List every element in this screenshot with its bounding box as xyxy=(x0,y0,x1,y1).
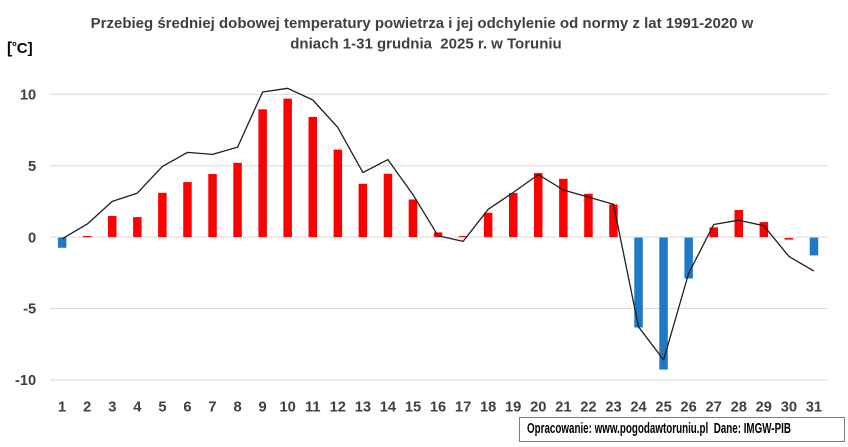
svg-text:20: 20 xyxy=(530,400,546,416)
svg-text:5: 5 xyxy=(158,400,166,416)
svg-text:29: 29 xyxy=(756,400,772,416)
svg-text:-10: -10 xyxy=(15,373,36,389)
svg-text:13: 13 xyxy=(355,400,371,416)
svg-text:10: 10 xyxy=(20,88,36,104)
svg-text:15: 15 xyxy=(405,400,421,416)
svg-text:10: 10 xyxy=(280,400,296,416)
svg-text:25: 25 xyxy=(655,400,671,416)
svg-text:Przebieg średniej dobowej temp: Przebieg średniej dobowej temperatury po… xyxy=(91,15,754,32)
svg-text:6: 6 xyxy=(183,400,191,416)
svg-text:8: 8 xyxy=(234,400,242,416)
svg-text:3: 3 xyxy=(108,400,116,416)
svg-text:14: 14 xyxy=(380,400,397,416)
svg-text:27: 27 xyxy=(706,400,722,416)
svg-text:16: 16 xyxy=(430,400,446,416)
svg-text:19: 19 xyxy=(505,400,521,416)
svg-text:1: 1 xyxy=(58,400,66,416)
svg-text:22: 22 xyxy=(580,400,596,416)
svg-text:26: 26 xyxy=(680,400,696,416)
svg-text:28: 28 xyxy=(731,400,747,416)
svg-text:4: 4 xyxy=(133,400,142,416)
svg-text:17: 17 xyxy=(455,400,471,416)
svg-text:2: 2 xyxy=(83,400,91,416)
svg-text:30: 30 xyxy=(781,400,797,416)
svg-text:23: 23 xyxy=(605,400,621,416)
svg-text:dniach 1-31 grudnia 2025 r. w: dniach 1-31 grudnia 2025 r. w Toruniu xyxy=(290,36,561,53)
svg-text:-5: -5 xyxy=(23,302,36,318)
svg-text:[oC]: [oC] xyxy=(7,39,33,57)
svg-text:12: 12 xyxy=(330,400,346,416)
svg-text:18: 18 xyxy=(480,400,496,416)
svg-text:9: 9 xyxy=(259,400,267,416)
svg-text:7: 7 xyxy=(208,400,216,416)
svg-text:31: 31 xyxy=(806,400,822,416)
svg-text:24: 24 xyxy=(630,400,647,416)
svg-text:0: 0 xyxy=(28,230,36,246)
svg-text:5: 5 xyxy=(28,159,36,175)
svg-text:21: 21 xyxy=(555,400,571,416)
svg-text:11: 11 xyxy=(305,400,321,416)
